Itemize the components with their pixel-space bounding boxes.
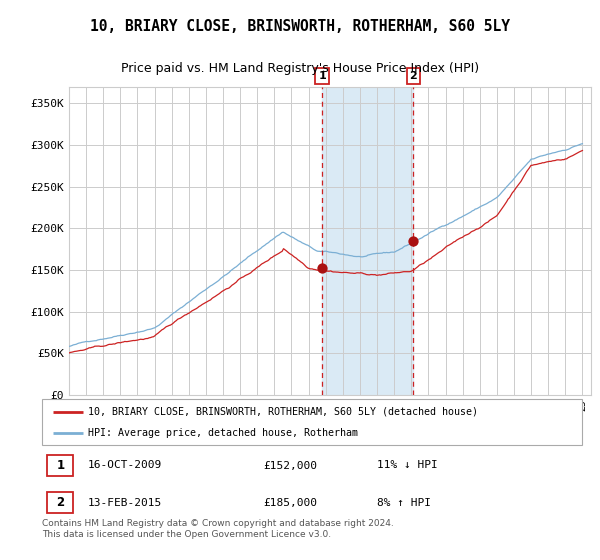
Text: 1: 1 <box>56 459 64 472</box>
Text: 10, BRIARY CLOSE, BRINSWORTH, ROTHERHAM, S60 5LY (detached house): 10, BRIARY CLOSE, BRINSWORTH, ROTHERHAM,… <box>88 407 478 417</box>
Text: £152,000: £152,000 <box>263 460 317 470</box>
Text: £185,000: £185,000 <box>263 498 317 507</box>
Text: 8% ↑ HPI: 8% ↑ HPI <box>377 498 431 507</box>
Text: 10, BRIARY CLOSE, BRINSWORTH, ROTHERHAM, S60 5LY: 10, BRIARY CLOSE, BRINSWORTH, ROTHERHAM,… <box>90 19 510 34</box>
Text: 13-FEB-2015: 13-FEB-2015 <box>88 498 162 507</box>
Text: Price paid vs. HM Land Registry's House Price Index (HPI): Price paid vs. HM Land Registry's House … <box>121 63 479 76</box>
Text: 2: 2 <box>409 71 417 81</box>
Point <box>317 264 327 273</box>
Text: 16-OCT-2009: 16-OCT-2009 <box>88 460 162 470</box>
Text: 11% ↓ HPI: 11% ↓ HPI <box>377 460 437 470</box>
Text: Contains HM Land Registry data © Crown copyright and database right 2024.
This d: Contains HM Land Registry data © Crown c… <box>42 519 394 539</box>
Bar <box>322 87 413 395</box>
Point <box>409 236 418 245</box>
FancyBboxPatch shape <box>47 492 73 513</box>
Text: 1: 1 <box>318 71 326 81</box>
FancyBboxPatch shape <box>47 455 73 476</box>
Text: 2: 2 <box>56 496 64 509</box>
FancyBboxPatch shape <box>42 399 582 445</box>
Text: HPI: Average price, detached house, Rotherham: HPI: Average price, detached house, Roth… <box>88 428 358 438</box>
